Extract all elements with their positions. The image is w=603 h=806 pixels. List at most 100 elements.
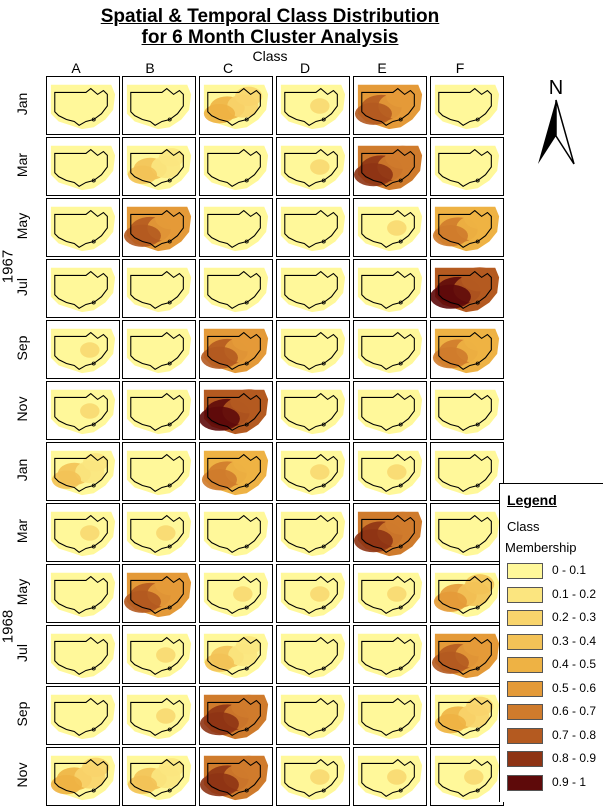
map-cell-nov-a <box>46 747 120 806</box>
map-cell-may-a <box>46 198 120 257</box>
map-cell-may-e <box>353 198 427 257</box>
column-label-e: E <box>377 60 387 76</box>
legend-swatch <box>507 657 543 673</box>
chart-title-line1: Spatial & Temporal Class Distribution <box>100 6 440 27</box>
map-cell-jan-a <box>46 442 120 501</box>
map-cell-sep-d <box>276 320 350 379</box>
legend-swatch <box>507 633 543 650</box>
map-cell-mar-e <box>353 137 427 196</box>
year-label-1968: 1968 <box>0 609 17 644</box>
row-label-nov-1967: Nov <box>14 396 30 422</box>
column-label-d: D <box>299 60 311 76</box>
map-cell-may-c <box>199 198 273 257</box>
map-cell-sep-a <box>46 686 120 745</box>
legend-item: 0.2 - 0.3 <box>507 610 603 628</box>
row-label-jan-1967: Jan <box>14 92 30 116</box>
map-cell-mar-a <box>46 503 120 562</box>
map-cell-nov-d <box>276 747 350 806</box>
legend-label: 0.4 - 0.5 <box>552 657 597 671</box>
map-cell-jul-a <box>46 625 120 684</box>
map-cell-nov-f <box>430 747 504 806</box>
map-cell-nov-b <box>122 747 196 806</box>
legend-item: 0.9 - 1 <box>507 774 603 793</box>
legend-item: 0 - 0.1 <box>507 563 603 581</box>
map-cell-jul-c <box>199 259 273 318</box>
map-cell-jul-d <box>276 259 350 318</box>
legend-label: 0.5 - 0.6 <box>552 680 597 695</box>
map-cell-may-f <box>430 198 504 257</box>
map-cell-may-d <box>276 198 350 257</box>
row-label-may-1967: May <box>14 212 30 240</box>
map-cell-jan-f <box>430 76 504 135</box>
legend-label: 0.9 - 1 <box>552 774 587 789</box>
map-cell-sep-e <box>353 320 427 379</box>
map-cell-mar-a <box>46 137 120 196</box>
map-cell-jan-e <box>353 76 427 135</box>
legend-item: 0.3 - 0.4 <box>507 633 603 652</box>
map-cell-sep-e <box>353 686 427 745</box>
legend-label: 0.6 - 0.7 <box>552 704 597 718</box>
map-cell-may-f <box>430 564 504 623</box>
map-cell-mar-e <box>353 503 427 562</box>
row-label-nov-1968: Nov <box>14 762 30 788</box>
legend-swatch <box>507 586 543 603</box>
legend-swatch <box>507 774 543 791</box>
map-cell-jan-c <box>199 76 273 135</box>
map-cell-jul-e <box>353 625 427 684</box>
map-cell-nov-c <box>199 747 273 806</box>
map-cell-may-b <box>122 198 196 257</box>
map-cell-jan-d <box>276 76 350 135</box>
legend-swatch <box>507 704 543 720</box>
north-label: N <box>549 78 563 99</box>
legend-label: 0.2 - 0.3 <box>552 610 597 624</box>
map-cell-sep-d <box>276 686 350 745</box>
year-label-1967: 1967 <box>0 249 17 284</box>
map-cell-nov-e <box>353 747 427 806</box>
row-label-sep-1967: Sep <box>14 335 30 361</box>
column-label-c: C <box>222 60 234 76</box>
map-cell-jul-a <box>46 259 120 318</box>
row-label-mar-1967: Mar <box>14 152 30 178</box>
map-cell-jan-c <box>199 442 273 501</box>
map-cell-nov-f <box>430 381 504 440</box>
legend-swatch <box>507 563 543 579</box>
map-cell-jan-e <box>353 442 427 501</box>
map-cell-mar-c <box>199 503 273 562</box>
map-cell-mar-c <box>199 137 273 196</box>
map-cell-sep-a <box>46 320 120 379</box>
legend-swatch <box>507 727 543 744</box>
map-cell-mar-b <box>122 503 196 562</box>
map-cell-mar-f <box>430 137 504 196</box>
map-cell-may-e <box>353 564 427 623</box>
map-cell-may-a <box>46 564 120 623</box>
map-cell-jan-b <box>122 442 196 501</box>
map-cell-sep-b <box>122 686 196 745</box>
map-cell-mar-f <box>430 503 504 562</box>
map-cell-sep-c <box>199 686 273 745</box>
legend-label: 0 - 0.1 <box>552 563 587 577</box>
legend-label: 0.7 - 0.8 <box>552 727 597 742</box>
map-cell-nov-e <box>353 381 427 440</box>
row-label-mar-1968: Mar <box>14 518 30 544</box>
legend-item: 0.8 - 0.9 <box>507 751 603 769</box>
legend-item: 0.5 - 0.6 <box>507 680 603 699</box>
row-label-sep-1968: Sep <box>14 701 30 727</box>
map-cell-mar-b <box>122 137 196 196</box>
map-cell-jul-e <box>353 259 427 318</box>
map-cell-may-c <box>199 564 273 623</box>
map-cell-may-b <box>122 564 196 623</box>
legend-title: Legend <box>507 492 557 508</box>
map-cell-jul-f <box>430 625 504 684</box>
legend-subtitle-membership: Membership <box>505 540 577 555</box>
map-cell-nov-b <box>122 381 196 440</box>
chart-title-line2: for 6 Month Cluster Analysis <box>141 27 399 48</box>
legend-swatch <box>507 680 543 697</box>
map-cell-jan-f <box>430 442 504 501</box>
legend-item: 0.1 - 0.2 <box>507 586 603 605</box>
legend-item: 0.6 - 0.7 <box>507 704 603 722</box>
legend-label: 0.8 - 0.9 <box>552 751 597 765</box>
map-cell-jan-b <box>122 76 196 135</box>
row-label-jan-1968: Jan <box>14 458 30 482</box>
map-cell-jul-c <box>199 625 273 684</box>
map-cell-sep-b <box>122 320 196 379</box>
